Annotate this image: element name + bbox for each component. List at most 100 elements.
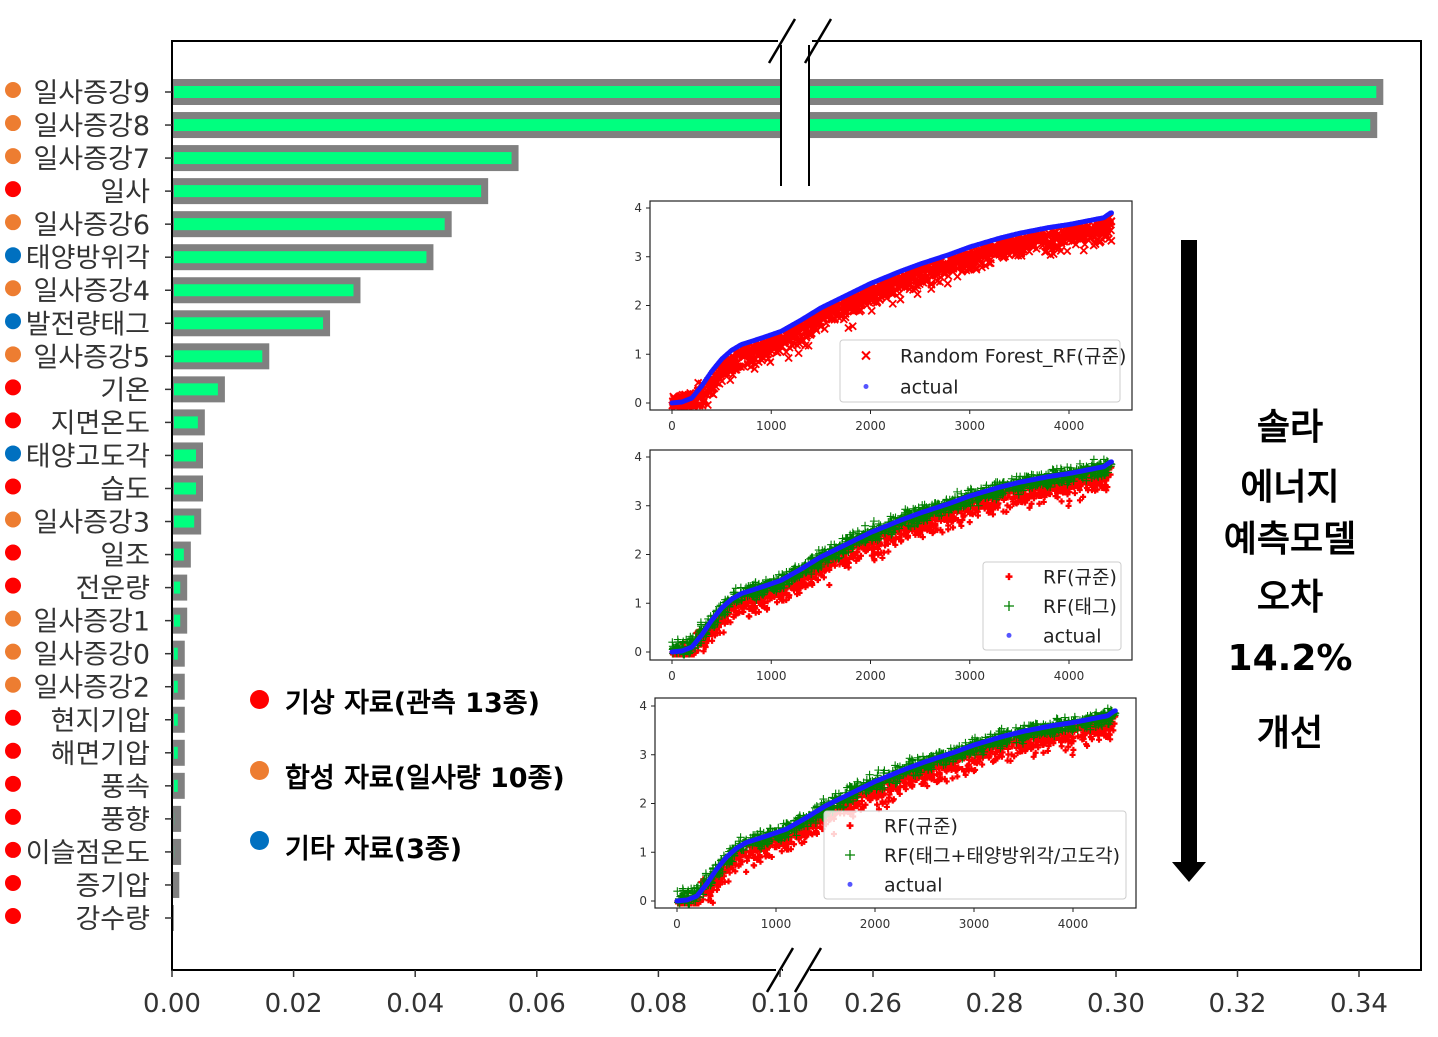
legend-label-synthetic: 합성 자료(일사량 10종) [285,763,565,794]
group-dot-synthetic [5,610,21,627]
category-label: 지면온도 [51,408,150,439]
legend-marker-actual [1006,632,1012,638]
inset-legend [982,561,1122,651]
legend-marker [1005,573,1013,581]
legend-dot-synthetic [250,761,269,780]
group-dot-weather [5,577,21,594]
legend-label: RF(규준) [1043,567,1117,589]
group-dot-weather [5,709,21,726]
inset-xtick-label: 1000 [756,419,787,433]
legend-marker [846,822,854,830]
annotation-line: 오차 [1256,577,1324,618]
category-label: 이슬점온도 [26,838,150,869]
annotation-line: 예측모델 [1223,519,1357,560]
bar-현지기압 [172,706,185,733]
legend-label: actual [884,874,943,896]
inset-xtick-label: 2000 [855,669,886,683]
bar-증기압 [172,871,180,898]
inset-legend [839,339,1121,403]
group-dot-weather [5,841,21,858]
legend-dot-other [250,831,269,850]
bar-fill-일사 [174,185,482,198]
bar-fill-일조 [174,548,184,561]
axis-break-gap [783,967,807,973]
category-label: 일사증강1 [33,607,150,638]
inset-ytick-label: 3 [634,250,642,264]
inset-xtick-label: 0 [668,419,676,433]
bar-fill-발전량태그 [174,317,324,330]
group-dot-weather [5,775,21,792]
inset-xtick-label: 1000 [756,669,787,683]
group-dot-synthetic [5,676,21,693]
category-label: 풍속 [100,772,150,803]
bar-풍향 [172,805,182,832]
inset-ytick-label: 0 [634,396,642,410]
category-label: 일사 [100,177,150,208]
legend-label: RF(태그+태양방위각/고도각) [884,845,1120,867]
inset-ytick-label: 1 [639,845,647,859]
axis-break-gap [806,37,812,45]
legend-label: RF(규준) [884,816,958,838]
bar-fill-습도 [174,482,197,495]
bar-fill-전운량 [174,581,181,594]
group-dot-weather [5,908,21,924]
bar-fill-일사증강4 [174,284,354,297]
group-dot-weather [5,379,21,396]
category-label: 일사증강2 [33,673,150,704]
legend-marker-actual [847,881,853,887]
group-dot-synthetic [5,115,21,132]
bar-fill-일사증강9 [174,86,1377,98]
bar-일사증강2 [172,673,185,700]
group-dot-other [5,445,21,462]
inset-ytick-label: 0 [634,645,642,659]
legend-marker [1004,601,1014,611]
category-label: 전운량 [75,574,150,605]
inset-xtick-label: 4000 [1054,669,1085,683]
inset-legend [823,810,1127,900]
xtick-label: 0.26 [844,989,902,1019]
axis-break-slash [803,18,833,64]
category-label: 태양방위각 [26,243,150,274]
inset-xtick-label: 0 [673,917,681,931]
bar-fill-태양방위각 [174,251,427,264]
inset-ytick-label: 4 [634,450,642,464]
category-label: 일사증강7 [33,144,150,175]
bar-fill-현지기압 [174,713,178,726]
inset-xtick-label: 0 [668,669,676,683]
xtick-label: 0.04 [386,989,444,1019]
inset-ytick-label: 3 [639,748,647,762]
legend-label-weather: 기상 자료(관측 13종) [285,688,540,719]
inset-ytick-label: 1 [634,347,642,361]
category-label: 일조 [100,541,150,572]
category-label: 발전량태그 [26,309,150,340]
annotation-line: 개선 [1256,713,1324,754]
group-dot-synthetic [5,643,21,660]
group-dot-weather [5,874,21,891]
xtick-label: 0.28 [966,989,1024,1019]
group-dot-other [5,247,21,264]
inset-xtick-label: 3000 [954,419,985,433]
category-label: 강수량 [75,904,150,935]
category-label: 일사증강9 [33,78,150,109]
inset-ytick-label: 3 [634,499,642,513]
category-label: 해면기압 [51,739,150,770]
group-dot-other [5,313,21,330]
bar-fill-일사증강0 [174,647,178,660]
group-dot-synthetic [5,511,21,528]
xtick-label: 0.02 [265,989,323,1019]
inset-xtick-label: 3000 [954,669,985,683]
legend-label: Random Forest_RF(규준) [900,346,1126,368]
annotation-line: 14.2% [1227,638,1353,679]
legend-label-other: 기타 자료(3종) [285,834,463,865]
bar-fill-일사증강6 [174,218,445,231]
xtick-label: 0.00 [143,989,201,1019]
xtick-label: 0.30 [1087,989,1145,1019]
category-label: 일사증강4 [33,276,150,307]
bar-fill-일사증강7 [174,152,512,165]
bar-일사증강0 [172,640,185,667]
annotation-line: 에너지 [1240,467,1340,508]
category-label: 풍향 [100,805,150,836]
bar-fill-지면온도 [174,416,198,429]
category-label: 현지기압 [51,706,150,737]
category-label: 일사증강5 [33,342,150,373]
